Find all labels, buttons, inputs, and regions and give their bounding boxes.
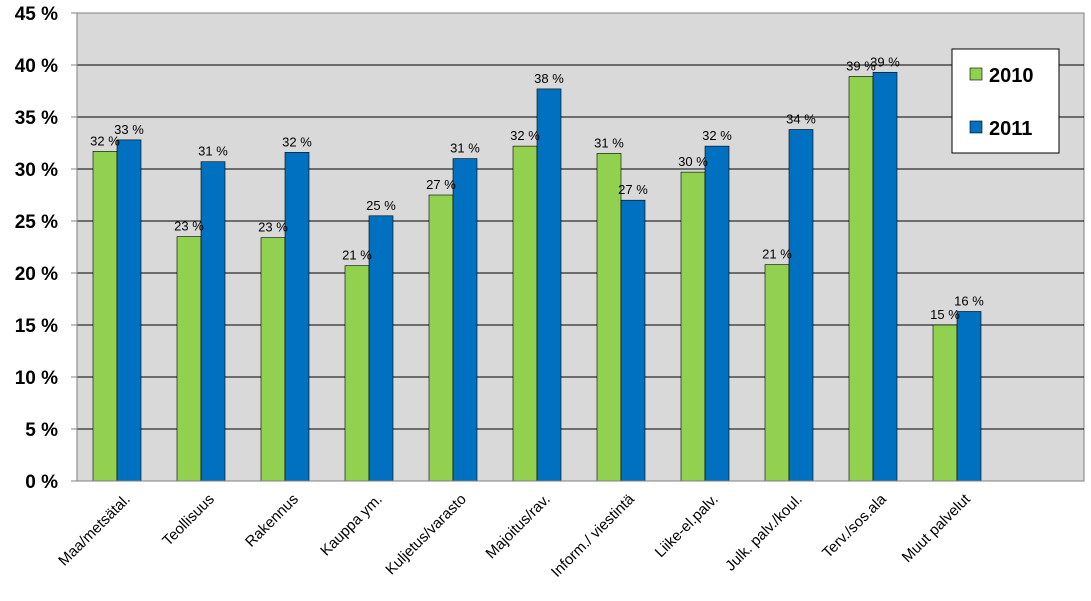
data-label: 27 % — [426, 177, 456, 192]
bar-2010-5 — [512, 145, 538, 482]
x-tick-label: Kuljetus/varasto — [382, 491, 469, 578]
gridlines — [77, 64, 1084, 430]
data-label: 15 % — [930, 307, 960, 322]
data-label: 16 % — [954, 293, 984, 308]
bar-2010-6 — [596, 153, 622, 482]
y-tick-label: 10 % — [15, 368, 58, 389]
data-label: 23 % — [174, 219, 204, 234]
legend-label-2010: 2010 — [989, 65, 1034, 87]
data-label: 31 % — [198, 144, 228, 159]
bar-2010-9 — [848, 76, 874, 482]
bar-2011-7 — [704, 145, 730, 482]
x-tick-label: Teollisuus — [159, 491, 218, 550]
data-label: 31 % — [594, 135, 624, 150]
x-tick-label: Terv./sos.ala — [819, 490, 890, 561]
data-label: 32 % — [282, 134, 312, 149]
bar-2010-7 — [680, 171, 706, 482]
legend-box — [951, 48, 1060, 154]
y-tick-label: 5 % — [25, 420, 58, 441]
x-tick-label: Maa/metsätal. — [55, 491, 134, 570]
y-tick-label: 15 % — [15, 316, 58, 337]
data-label: 23 % — [258, 220, 288, 235]
x-tick-label: Rakennus — [242, 491, 302, 551]
bar-2011-10 — [956, 311, 982, 482]
bar-2010-10 — [932, 324, 958, 482]
data-label: 39 % — [870, 54, 900, 69]
y-tick-label: 25 % — [15, 212, 58, 233]
y-tick-label: 40 % — [15, 56, 58, 77]
data-label: 21 % — [342, 248, 372, 263]
bar-2010-4 — [428, 194, 454, 482]
bar-2011-5 — [536, 88, 562, 482]
data-label: 31 % — [450, 141, 480, 156]
x-tick-label: Majoitus/rav. — [482, 491, 553, 562]
y-tick-label: 20 % — [15, 264, 58, 285]
bar-2010-0 — [92, 151, 118, 482]
data-label: 32 % — [510, 128, 540, 143]
legend-label-2011: 2011 — [989, 118, 1032, 140]
bar-2011-2 — [284, 152, 310, 482]
bars — [92, 71, 982, 482]
bar-2011-4 — [452, 158, 478, 482]
bar-2010-1 — [176, 236, 202, 482]
bar-2011-0 — [116, 139, 142, 482]
y-tick-label: 30 % — [15, 160, 58, 181]
bar-2010-2 — [260, 237, 286, 482]
x-tick-label: Liike-el.palv. — [652, 491, 722, 561]
data-label: 32 % — [702, 128, 732, 143]
bar-2011-8 — [788, 129, 814, 482]
legend: 2010 2011 — [951, 48, 1060, 154]
data-label: 38 % — [534, 71, 564, 86]
data-label: 39 % — [846, 58, 876, 73]
x-tick-label: Inform./ viestintä — [548, 490, 638, 580]
data-label: 21 % — [762, 247, 792, 262]
data-label: 30 % — [678, 154, 708, 169]
bar-2011-1 — [200, 161, 226, 482]
data-label: 33 % — [114, 122, 144, 137]
bar-2010-3 — [344, 265, 370, 482]
x-axis: Maa/metsätal. Teollisuus Rakennus Kauppa ym… — [55, 480, 1084, 581]
data-label: 34 % — [786, 111, 816, 126]
bar-2010-8 — [764, 264, 790, 482]
data-label: 25 % — [366, 198, 396, 213]
plot-area — [76, 12, 1085, 482]
bar-2011-3 — [368, 215, 394, 482]
y-axis: 0 % 5 % 10 % 15 % 20 % 25 % 30 % 35 % 40 % 45 % — [15, 4, 78, 493]
data-label: 27 % — [618, 182, 648, 197]
legend-swatch-2011 — [969, 120, 983, 134]
legend-swatch-2010 — [969, 67, 983, 81]
x-tick-label: Kauppa ym. — [317, 491, 386, 560]
bar-2011-9 — [872, 71, 898, 482]
y-tick-label: 35 % — [15, 108, 58, 129]
x-tick-label: Julk. palv./koul. — [722, 491, 806, 575]
data-labels: 32 %33 %23 %31 %23 %32 %21 %25 %27 %31 %… — [90, 54, 984, 322]
bar-2011-6 — [620, 199, 646, 482]
data-label: 32 % — [90, 133, 120, 148]
y-tick-label: 0 % — [25, 472, 58, 493]
x-tick-label: Muut palvelut — [899, 490, 975, 566]
y-tick-label: 45 % — [15, 4, 58, 25]
